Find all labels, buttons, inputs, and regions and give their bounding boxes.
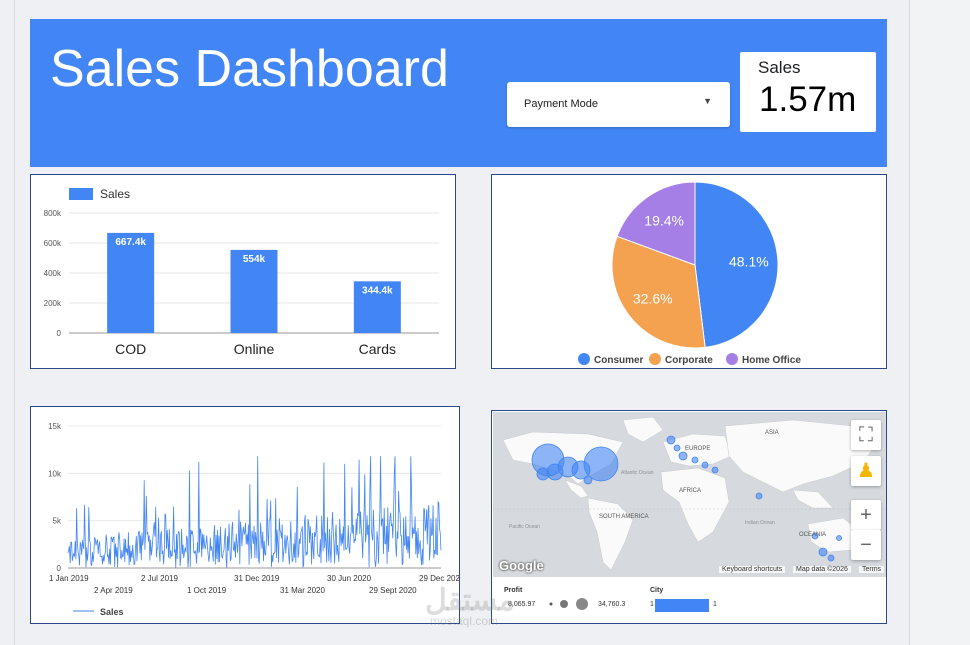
world-map: ASIA EUROPE AFRICA SOUTH AMERICA OCEANIA… — [493, 416, 886, 571]
x-tick-label: 2 Apr 2019 — [94, 586, 133, 595]
geo-map-panel[interactable]: ASIA EUROPE AFRICA SOUTH AMERICA OCEANIA… — [491, 410, 887, 624]
y-tick-label: 15k — [48, 422, 62, 431]
terms-link[interactable]: Terms — [859, 566, 885, 573]
page-title: Sales Dashboard — [50, 40, 449, 98]
legend-label: Home Office — [742, 355, 801, 366]
map-label-atlantic: Atlantic Ocean — [621, 470, 654, 476]
greenland-land — [622, 416, 664, 443]
y-tick-label: 0 — [57, 564, 62, 573]
sales-scorecard: Sales 1.57m — [740, 52, 876, 132]
side-panel — [910, 0, 970, 645]
scorecard-value: 1.57m — [759, 80, 857, 119]
filter-label: Payment Mode — [524, 98, 598, 110]
pegman-icon[interactable]: ♟ — [851, 456, 881, 486]
south-america-land — [587, 497, 634, 571]
legend-marker — [726, 353, 738, 365]
legend-color-min: 1 — [650, 601, 654, 608]
map-label-oceania: OCEANIA — [799, 532, 826, 538]
map-label-europe: EUROPE — [685, 446, 710, 452]
map-label-indian: Indian Ocean — [745, 520, 775, 526]
y-tick-label: 800k — [44, 209, 62, 218]
watermark-url: mostaql.com — [430, 614, 499, 628]
keyboard-shortcuts-link[interactable]: Keyboard shortcuts — [719, 566, 786, 573]
map-label-pacific: Pacific Ocean — [509, 524, 540, 530]
y-tick-label: 10k — [48, 469, 62, 478]
map-canvas[interactable]: ASIA EUROPE AFRICA SOUTH AMERICA OCEANIA… — [493, 412, 886, 577]
legend-size-dots — [549, 598, 588, 610]
x-tick-label: Cards — [359, 341, 396, 357]
payment-mode-filter[interactable]: Payment Mode ▼ — [507, 82, 730, 127]
x-tick-label: 31 Mar 2020 — [280, 586, 325, 595]
scorecard-label: Sales — [758, 58, 801, 77]
central-america-land — [564, 479, 589, 499]
bar — [353, 281, 401, 333]
divider — [14, 0, 15, 645]
pie-data-label: 48.1% — [729, 254, 769, 270]
legend-label: Corporate — [665, 355, 713, 366]
legend-marker — [649, 353, 661, 365]
legend-label: Consumer — [594, 355, 644, 366]
legend-size-min: 8,065.97 — [508, 601, 536, 608]
pie-chart: 48.1% 32.6% 19.4% Consumer Corporate Home Off… — [578, 181, 801, 366]
legend-label: Sales — [100, 607, 124, 617]
profit-bubbles — [531, 435, 842, 562]
y-tick-label: 200k — [44, 299, 62, 308]
x-tick-label: 29 Sept 2020 — [369, 586, 417, 595]
x-tick-label: 2 Jul 2019 — [141, 574, 178, 583]
watermark-logo: مستقل — [425, 584, 515, 617]
line-chart-panel[interactable]: 15k 10k 5k 0 1 Jan 2019 2 Jul 2019 31 Dec 2019… — [30, 406, 465, 624]
dashboard-header: Sales Dashboard Payment Mode ▼ Sales 1.5… — [30, 19, 887, 167]
y-tick-label: 400k — [44, 269, 62, 278]
bar — [230, 249, 278, 333]
chevron-down-icon: ▼ — [703, 96, 712, 106]
legend-color-max: 1 — [713, 601, 717, 608]
legend-size-label: Profit — [504, 587, 523, 594]
legend-color-bar — [655, 599, 709, 612]
x-tick-label: COD — [115, 341, 146, 357]
sales-line — [67, 456, 442, 569]
map-legend: Profit 8,065.97 34,760.3 City 1 1 — [492, 579, 886, 623]
bar — [107, 232, 155, 333]
legend-marker — [578, 353, 590, 365]
x-tick-label: Online — [234, 341, 275, 357]
legend-label: Sales — [100, 187, 130, 201]
zoom-in-button[interactable]: + — [851, 500, 881, 530]
pie-slice — [694, 181, 779, 348]
x-tick-label: 29 Dec 2020 — [419, 574, 459, 583]
pie-data-label: 32.6% — [633, 291, 673, 307]
x-tick-label: 31 Dec 2019 — [234, 574, 280, 583]
map-data-attribution: Map data ©2026 — [793, 566, 851, 573]
x-tick-label: 30 Jun 2020 — [327, 574, 372, 583]
y-tick-label: 0 — [57, 329, 62, 338]
y-tick-label: 600k — [44, 239, 62, 248]
map-label-asia: ASIA — [765, 430, 779, 436]
legend-size-max: 34,760.3 — [598, 601, 626, 608]
legend-color-label: City — [650, 587, 664, 594]
bar-chart: Sales 800k 600k 400k 200k 0 667.4k COD 554k Onlin… — [44, 187, 439, 357]
line-chart: 15k 10k 5k 01 Jan 2019 2 Jul 2019 31 Dec 2019… — [48, 422, 465, 617]
y-tick-label: 5k — [53, 517, 62, 526]
x-tick-label: 1 Jan 2019 — [49, 574, 89, 583]
bar-data-label: 554k — [243, 254, 266, 265]
map-label-south-america: SOUTH AMERICA — [599, 514, 649, 520]
pie-slice — [616, 181, 696, 266]
fullscreen-icon[interactable]: ⛶ — [851, 420, 881, 450]
map-label-africa: AFRICA — [679, 488, 701, 494]
africa-land — [660, 467, 730, 543]
southeast-asia-land — [792, 489, 834, 509]
pie-data-label: 19.4% — [644, 213, 684, 229]
pie-chart-panel[interactable]: 48.1% 32.6% 19.4% Consumer Corporate Home Off… — [491, 174, 887, 369]
bar-chart-panel[interactable]: Sales 800k 600k 400k 200k 0 667.4k COD 554k Onlin… — [30, 174, 456, 369]
x-tick-label: 1 Oct 2019 — [187, 586, 227, 595]
bar-data-label: 667.4k — [115, 237, 146, 248]
asia-land — [724, 419, 879, 493]
legend-swatch — [69, 188, 93, 200]
google-logo: Google — [499, 558, 544, 573]
pie-slice — [611, 235, 706, 349]
bar-data-label: 344.4k — [362, 285, 393, 296]
zoom-out-button[interactable]: − — [851, 530, 881, 560]
